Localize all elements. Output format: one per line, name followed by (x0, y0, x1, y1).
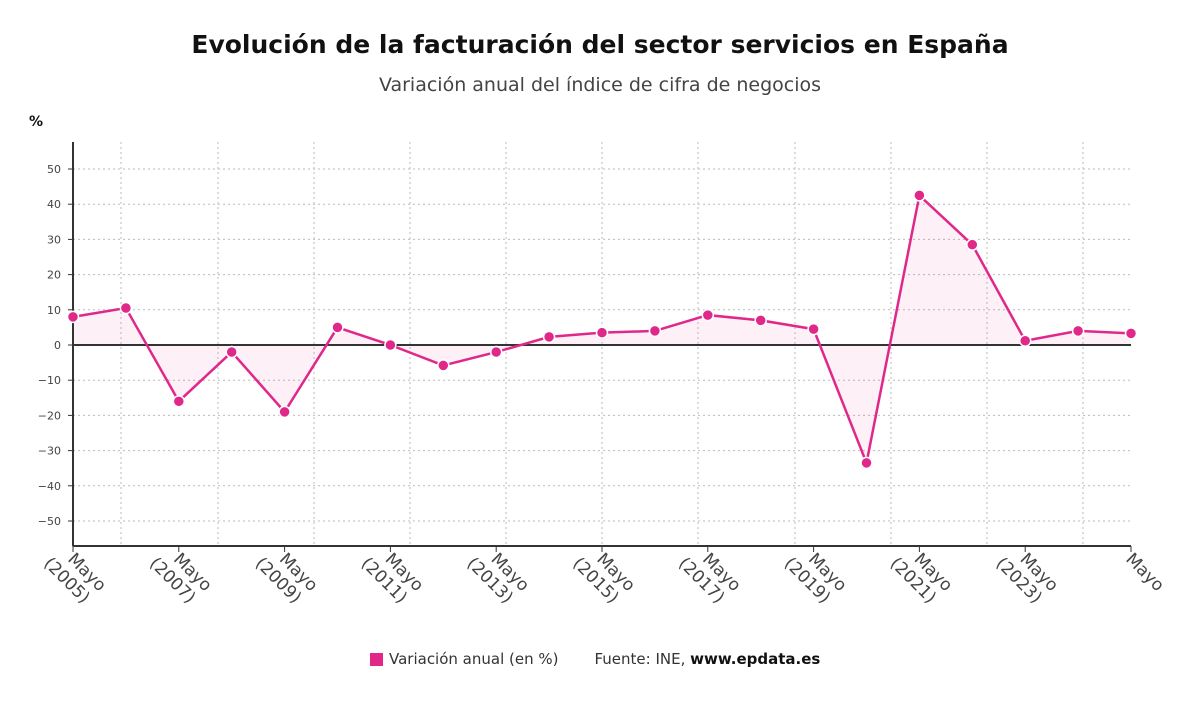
data-point (542, 330, 556, 344)
x-tick-label: Mayo(2021) (886, 539, 956, 609)
chart-title: Evolución de la facturación del sector s… (191, 30, 1009, 59)
y-tick-label: 30 (47, 233, 61, 246)
y-tick-label: −50 (38, 515, 61, 528)
x-tick-label: Mayo(2005) (39, 539, 109, 609)
x-tick-label: Mayo (1121, 549, 1167, 595)
data-point (860, 456, 873, 470)
data-point (1124, 327, 1138, 340)
source: Fuente: INE, www.epdata.es (594, 650, 820, 668)
data-point (754, 314, 767, 327)
data-point (225, 345, 238, 359)
data-point (701, 308, 715, 322)
legend-swatch (370, 652, 383, 666)
source-site[interactable]: www.epdata.es (690, 650, 821, 668)
data-point (1071, 324, 1085, 338)
y-tick-label: −20 (38, 409, 61, 422)
data-point (278, 405, 291, 419)
y-axis-unit: % (29, 114, 44, 130)
y-tick-label: 40 (47, 198, 61, 211)
x-tick-label: Mayo(2007) (145, 539, 215, 609)
data-point (1018, 334, 1032, 348)
y-tick-label: 0 (54, 339, 61, 352)
legend: Variación anual (en %) Fuente: INE, www.… (370, 650, 820, 668)
data-point (595, 326, 609, 339)
data-point (331, 321, 344, 334)
data-point (437, 359, 450, 372)
data-point (66, 310, 80, 324)
data-point (489, 345, 503, 359)
data-point (384, 338, 397, 352)
legend-label: Variación anual (en %) (389, 650, 559, 668)
data-point (807, 322, 820, 336)
series-area (73, 195, 1131, 463)
x-tick-label: Mayo(2023) (992, 539, 1062, 609)
data-point (966, 238, 979, 251)
x-tick-label: Mayo(2009) (251, 539, 321, 609)
y-tick-label: 20 (47, 269, 61, 282)
y-tick-label: 10 (47, 304, 61, 317)
y-tick-label: 50 (47, 163, 61, 176)
source-prefix: Fuente: INE, (594, 650, 686, 668)
chart-subtitle: Variación anual del índice de cifra de n… (378, 74, 822, 96)
y-tick-label: −30 (38, 445, 61, 458)
x-tick-label: Mayo(2011) (357, 539, 427, 609)
y-tick-label: −10 (38, 374, 61, 387)
x-tick-label: Mayo(2015) (568, 539, 638, 609)
data-point (913, 189, 926, 202)
x-tick-label: Mayo(2019) (780, 539, 850, 609)
x-tick-label: Mayo(2013) (463, 539, 533, 609)
data-point (172, 395, 186, 408)
y-tick-label: −40 (38, 480, 61, 493)
x-tick-label: Mayo(2017) (674, 539, 744, 609)
data-point (648, 324, 662, 338)
data-point (119, 301, 133, 315)
